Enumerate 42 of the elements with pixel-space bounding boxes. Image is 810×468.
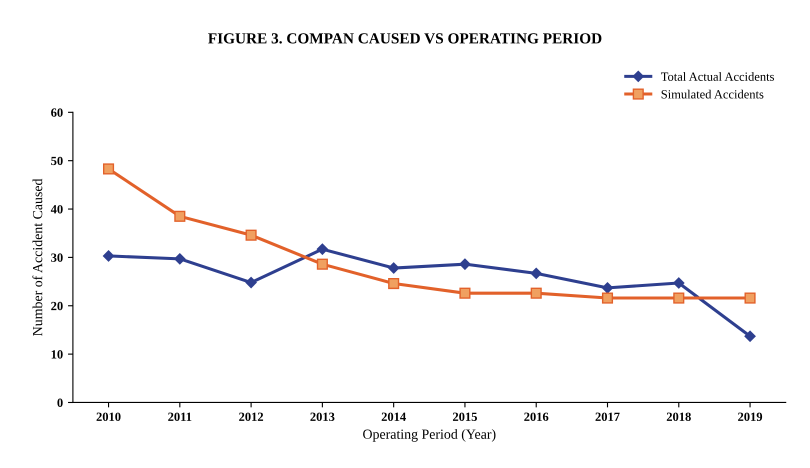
point <box>530 268 542 279</box>
point <box>388 262 400 274</box>
x-tick-label: 2016 <box>524 412 548 421</box>
x-tick-label: 2015 <box>452 412 477 421</box>
point <box>602 282 614 294</box>
point <box>744 292 756 304</box>
point <box>102 163 114 174</box>
point <box>246 230 257 241</box>
y-axis-title: Number of Accident Caused <box>32 178 42 336</box>
x-tick-label: 2018 <box>666 412 691 421</box>
y-tick-label: 20 <box>51 302 63 310</box>
y-tick-label: 30 <box>51 253 63 262</box>
point <box>388 278 400 290</box>
x-axis-title: Operating Period (Year) <box>363 429 496 442</box>
point <box>102 250 114 262</box>
x-tick-label: 2010 <box>96 412 121 421</box>
x-tick-label: 2019 <box>738 412 762 421</box>
x-tick-label: 2013 <box>310 412 334 421</box>
x-tick-label: 2011 <box>168 412 192 421</box>
x-tick-label: 2017 <box>596 412 620 421</box>
y-tick-label: 40 <box>50 205 63 214</box>
point <box>459 288 470 299</box>
point <box>459 258 471 270</box>
y-tick-label: 60 <box>51 108 63 117</box>
point <box>245 276 257 288</box>
point <box>174 253 186 264</box>
point <box>602 292 614 304</box>
y-tick-label: 0 <box>57 398 63 407</box>
y-tick-label: 50 <box>51 156 63 166</box>
x-tick-label: 2012 <box>239 412 264 421</box>
legend-label: Simulated Accidents <box>662 90 764 99</box>
point <box>673 292 684 304</box>
point <box>174 210 186 222</box>
x-tick-label: 2014 <box>382 412 406 421</box>
point <box>316 244 328 255</box>
legend-label: Total Actual Accidents <box>660 72 774 81</box>
chart-title: FIGURE 3. COMPAN CAUSED VS OPERATING PERIOD <box>208 33 602 44</box>
y-tick-label: 10 <box>52 350 63 359</box>
point <box>316 258 328 270</box>
point <box>744 330 756 342</box>
point <box>530 288 542 299</box>
point <box>673 277 684 289</box>
